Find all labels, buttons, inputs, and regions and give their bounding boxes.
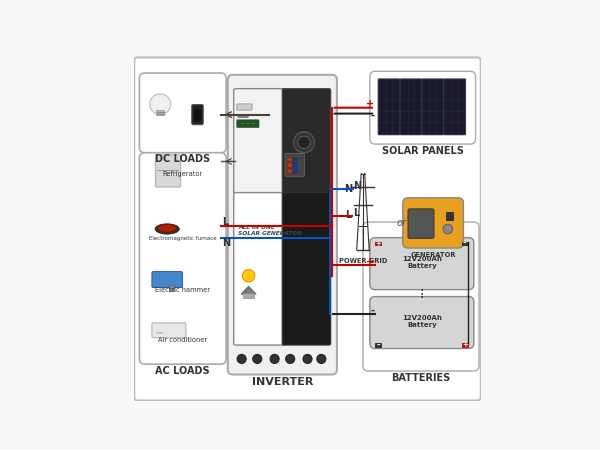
- Circle shape: [303, 355, 312, 364]
- Text: Air conditioner: Air conditioner: [158, 337, 208, 343]
- Ellipse shape: [158, 225, 176, 232]
- Bar: [243, 293, 254, 298]
- Text: POWER GRID: POWER GRID: [339, 258, 387, 265]
- Text: SOLAR PANELS: SOLAR PANELS: [382, 146, 464, 156]
- Text: N: N: [222, 238, 230, 248]
- Text: Electric hammer: Electric hammer: [155, 287, 210, 292]
- Text: ⁝: ⁝: [419, 288, 424, 302]
- Text: 12V200Ah
Battery: 12V200Ah Battery: [402, 315, 442, 328]
- FancyBboxPatch shape: [378, 79, 400, 135]
- FancyBboxPatch shape: [422, 79, 443, 135]
- FancyBboxPatch shape: [139, 153, 226, 364]
- FancyBboxPatch shape: [155, 155, 181, 187]
- Text: +: +: [366, 99, 374, 109]
- Text: DC LOADS: DC LOADS: [155, 154, 211, 165]
- Text: L: L: [346, 210, 352, 220]
- Bar: [375, 343, 382, 347]
- FancyBboxPatch shape: [403, 198, 463, 248]
- Bar: [287, 169, 292, 172]
- Bar: [293, 158, 297, 162]
- Ellipse shape: [155, 224, 179, 234]
- Text: +: +: [462, 342, 468, 348]
- FancyBboxPatch shape: [194, 109, 201, 121]
- FancyBboxPatch shape: [228, 75, 337, 374]
- Bar: [293, 169, 297, 172]
- FancyBboxPatch shape: [237, 104, 252, 110]
- Text: Electromagnetic furnace: Electromagnetic furnace: [149, 236, 217, 241]
- FancyBboxPatch shape: [152, 323, 186, 338]
- FancyBboxPatch shape: [237, 120, 259, 127]
- Text: +: +: [375, 241, 381, 247]
- Text: N: N: [353, 181, 362, 191]
- FancyBboxPatch shape: [400, 79, 422, 135]
- Text: or: or: [397, 218, 407, 228]
- Bar: [461, 242, 468, 245]
- FancyBboxPatch shape: [139, 73, 226, 153]
- Circle shape: [286, 355, 295, 364]
- Bar: [156, 111, 164, 115]
- Text: ALL IN ONE
SOLAR GENERATOR: ALL IN ONE SOLAR GENERATOR: [238, 225, 302, 236]
- Text: -: -: [370, 306, 374, 315]
- Circle shape: [293, 132, 314, 153]
- FancyBboxPatch shape: [443, 79, 466, 135]
- FancyBboxPatch shape: [282, 193, 331, 345]
- Circle shape: [150, 94, 170, 115]
- Polygon shape: [241, 286, 256, 294]
- Bar: [169, 285, 174, 291]
- Text: GENERATOR: GENERATOR: [410, 252, 455, 257]
- FancyBboxPatch shape: [370, 71, 476, 144]
- Circle shape: [270, 355, 279, 364]
- Bar: [293, 163, 297, 167]
- Text: INVERTER: INVERTER: [252, 377, 313, 387]
- Circle shape: [242, 270, 255, 282]
- Bar: [446, 212, 453, 220]
- FancyBboxPatch shape: [370, 297, 474, 348]
- FancyBboxPatch shape: [282, 89, 331, 194]
- Text: N: N: [344, 184, 352, 194]
- Text: -: -: [463, 239, 467, 248]
- Circle shape: [298, 136, 310, 149]
- FancyBboxPatch shape: [285, 153, 304, 176]
- FancyBboxPatch shape: [192, 104, 203, 125]
- Bar: [287, 163, 292, 167]
- FancyBboxPatch shape: [363, 222, 479, 371]
- FancyBboxPatch shape: [408, 209, 434, 238]
- Bar: [156, 332, 163, 333]
- Text: +: +: [366, 257, 374, 267]
- FancyBboxPatch shape: [370, 238, 474, 290]
- Text: L: L: [222, 217, 228, 227]
- Bar: [375, 242, 382, 245]
- Bar: [287, 158, 292, 162]
- Text: Refrigerator: Refrigerator: [163, 171, 203, 176]
- FancyBboxPatch shape: [233, 193, 286, 345]
- Text: -: -: [370, 111, 374, 121]
- FancyBboxPatch shape: [233, 89, 286, 194]
- Text: AC LOADS: AC LOADS: [155, 366, 210, 376]
- FancyBboxPatch shape: [152, 272, 182, 288]
- FancyBboxPatch shape: [241, 114, 245, 117]
- Text: L: L: [353, 208, 360, 218]
- Circle shape: [253, 355, 262, 364]
- Circle shape: [443, 224, 452, 234]
- Text: BATTERIES: BATTERIES: [391, 373, 451, 383]
- Text: 12V200Ah
Battery: 12V200Ah Battery: [402, 256, 442, 269]
- FancyBboxPatch shape: [238, 114, 241, 117]
- Text: -: -: [376, 341, 380, 350]
- Bar: [157, 170, 179, 171]
- Circle shape: [317, 355, 326, 364]
- Circle shape: [237, 355, 246, 364]
- Text: -- -- --: -- -- --: [241, 121, 254, 126]
- Bar: [461, 343, 468, 347]
- FancyBboxPatch shape: [134, 58, 481, 400]
- FancyBboxPatch shape: [245, 114, 248, 117]
